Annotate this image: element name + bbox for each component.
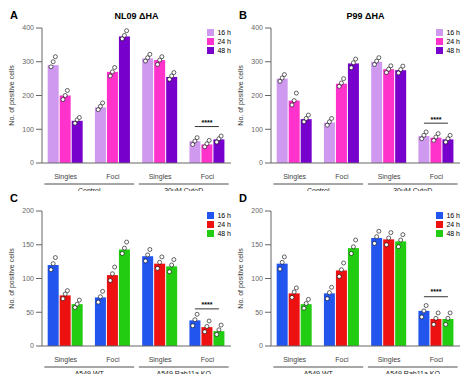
html-text:24 h: 24 h: [446, 38, 460, 45]
svg-text:Singles: Singles: [54, 173, 77, 181]
svg-text:0: 0: [30, 159, 34, 166]
svg-text:A549 WT: A549 WT: [304, 370, 334, 374]
html-text:48 h: 48 h: [217, 230, 231, 237]
html-text:24 h: 24 h: [217, 38, 231, 45]
svg-text:Foci: Foci: [335, 173, 349, 180]
svg-text:Foci: Foci: [335, 356, 349, 363]
svg-text:30μM CytoD: 30μM CytoD: [393, 187, 432, 191]
svg-text:Singles: Singles: [149, 173, 172, 181]
svg-text:Singles: Singles: [283, 173, 306, 181]
svg-text:Singles: Singles: [54, 356, 77, 364]
svg-text:300: 300: [251, 58, 263, 65]
svg-text:400: 400: [22, 24, 34, 31]
html-text:24 h: 24 h: [446, 221, 460, 228]
svg-text:No. of positive cells: No. of positive cells: [8, 65, 16, 126]
svg-text:Control: Control: [307, 187, 330, 191]
svg-text:No. of positive cells: No. of positive cells: [8, 248, 16, 309]
svg-text:400: 400: [251, 24, 263, 31]
svg-text:****: ****: [430, 288, 441, 295]
html-text:16 h: 16 h: [217, 212, 231, 219]
svg-text:No. of positive cells: No. of positive cells: [237, 248, 245, 309]
svg-text:100: 100: [251, 275, 263, 282]
svg-text:No. of positive cells: No. of positive cells: [237, 65, 245, 126]
svg-text:0: 0: [259, 159, 263, 166]
svg-text:Singles: Singles: [378, 173, 401, 181]
html-text:B: B: [239, 9, 247, 21]
html-text:NL09 ΔHA: NL09 ΔHA: [114, 11, 159, 21]
html-text:48 h: 48 h: [446, 230, 460, 237]
svg-text:200: 200: [251, 92, 263, 99]
svg-text:0: 0: [259, 342, 263, 349]
html-text:16 h: 16 h: [446, 29, 460, 36]
svg-text:50: 50: [26, 309, 34, 316]
svg-text:0: 0: [30, 342, 34, 349]
svg-text:200: 200: [251, 207, 263, 214]
svg-text:Singles: Singles: [283, 356, 306, 364]
svg-text:A549 Rab11a KO: A549 Rab11a KO: [386, 370, 441, 374]
html-text:P99 ΔHA: P99 ΔHA: [346, 11, 385, 21]
svg-text:50: 50: [255, 309, 263, 316]
svg-text:100: 100: [22, 126, 34, 133]
svg-text:****: ****: [201, 119, 212, 126]
html-text:C: C: [10, 192, 18, 204]
html-text:D: D: [239, 192, 247, 204]
svg-text:Singles: Singles: [378, 356, 401, 364]
svg-text:Foci: Foci: [106, 356, 120, 363]
svg-text:A549 WT: A549 WT: [75, 370, 105, 374]
svg-text:150: 150: [251, 241, 263, 248]
html-text:48 h: 48 h: [446, 47, 460, 54]
svg-text:Singles: Singles: [149, 356, 172, 364]
svg-text:100: 100: [22, 275, 34, 282]
svg-text:200: 200: [22, 92, 34, 99]
svg-text:100: 100: [251, 126, 263, 133]
svg-text:30μM CytoD: 30μM CytoD: [164, 187, 203, 191]
svg-text:****: ****: [201, 301, 212, 308]
svg-text:300: 300: [22, 58, 34, 65]
svg-text:A549 Rab11a KO: A549 Rab11a KO: [157, 370, 212, 374]
svg-text:200: 200: [22, 207, 34, 214]
svg-text:Foci: Foci: [430, 173, 444, 180]
svg-text:Foci: Foci: [201, 356, 215, 363]
html-text:16 h: 16 h: [446, 212, 460, 219]
html-text:A: A: [10, 9, 18, 21]
html-text:24 h: 24 h: [217, 221, 231, 228]
svg-text:150: 150: [22, 241, 34, 248]
html-text:48 h: 48 h: [217, 47, 231, 54]
svg-text:Foci: Foci: [106, 173, 120, 180]
svg-text:****: ****: [430, 116, 441, 123]
svg-text:Foci: Foci: [201, 173, 215, 180]
svg-text:Foci: Foci: [430, 356, 444, 363]
svg-text:Control: Control: [78, 187, 101, 191]
html-text:16 h: 16 h: [217, 29, 231, 36]
